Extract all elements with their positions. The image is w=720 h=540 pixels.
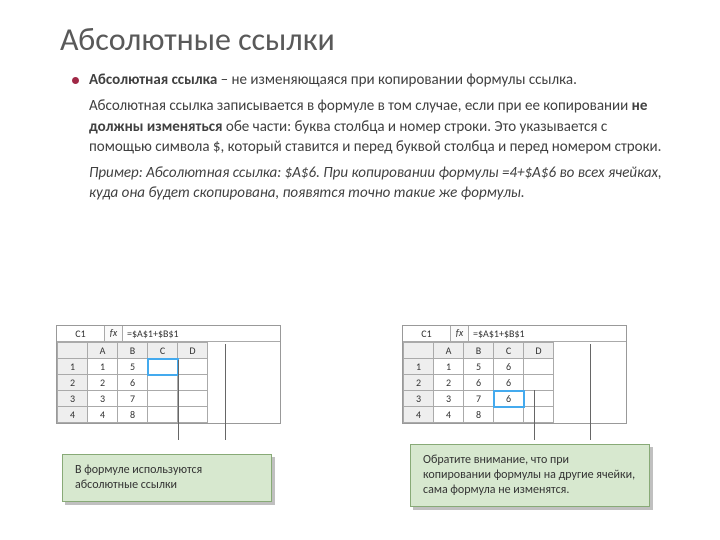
cell: 6 [494, 359, 524, 375]
cell: 8 [464, 407, 494, 423]
body-text: Абсолютная ссылка – не изменяющаяся при … [72, 70, 662, 204]
arrow-left-1 [178, 360, 179, 440]
col-header: C [494, 343, 524, 359]
cell [148, 391, 178, 407]
arrow-right-2 [590, 344, 591, 440]
bullet-icon [72, 77, 79, 84]
formula-bar-right: C1 fx =$A$1+$B$1 [403, 326, 626, 342]
cell [524, 359, 554, 375]
corner-cell [58, 343, 88, 359]
row-header: 2 [404, 375, 434, 391]
p2a: Абсолютная ссылка записывается в формуле… [89, 97, 632, 115]
cell: 6 [118, 375, 148, 391]
term: Абсолютная ссылка [89, 71, 217, 89]
cell [524, 407, 554, 423]
cell [148, 375, 178, 391]
col-header: D [524, 343, 554, 359]
cell: 2 [434, 375, 464, 391]
col-header: C [148, 343, 178, 359]
col-header: A [434, 343, 464, 359]
cell [178, 359, 208, 375]
bullet-item: Абсолютная ссылка – не изменяющаяся при … [72, 70, 662, 90]
fx-icon: fx [105, 326, 123, 341]
cell: 1 [88, 359, 118, 375]
row-header: 4 [58, 407, 88, 423]
col-header: A [88, 343, 118, 359]
row-header: 2 [58, 375, 88, 391]
name-box: C1 [57, 326, 105, 341]
fx-icon: fx [451, 326, 469, 341]
definition-line: Абсолютная ссылка – не изменяющаяся при … [89, 70, 662, 90]
cell: 7 [464, 391, 494, 407]
cell: 2 [88, 375, 118, 391]
spreadsheet-left: C1 fx =$A$1+$B$1 ABCD115226337448 [56, 325, 281, 424]
cell: 7 [118, 391, 148, 407]
row-header: 3 [58, 391, 88, 407]
cell [178, 407, 208, 423]
paragraph-3: Пример: Абсолютная ссылка: $A$6. При коп… [89, 163, 662, 204]
cell [178, 391, 208, 407]
slide-title: Абсолютные ссылки [60, 20, 335, 59]
corner-cell [404, 343, 434, 359]
spreadsheet-right: C1 fx =$A$1+$B$1 ABCD115622663376448 [402, 325, 627, 424]
cell: 6 [494, 375, 524, 391]
cell: 6 [464, 375, 494, 391]
cell: 8 [118, 407, 148, 423]
cell [524, 375, 554, 391]
cell: 4 [88, 407, 118, 423]
formula-text: =$A$1+$B$1 [469, 326, 626, 341]
cell [148, 407, 178, 423]
cell: 5 [464, 359, 494, 375]
note-right: Обратите внимание, что при копировании ф… [410, 444, 650, 507]
row-header: 3 [404, 391, 434, 407]
row-header: 4 [404, 407, 434, 423]
definition-rest: – не изменяющаяся при копировании формул… [217, 71, 577, 89]
formula-text: =$A$1+$B$1 [123, 326, 280, 341]
name-box: C1 [403, 326, 451, 341]
paragraph-2: Абсолютная ссылка записывается в формуле… [89, 96, 662, 157]
note-left: В формуле используются абсолютные ссылки [62, 454, 272, 502]
cell [178, 375, 208, 391]
grid-right: ABCD115622663376448 [403, 342, 554, 423]
cell: 3 [88, 391, 118, 407]
col-header: B [464, 343, 494, 359]
cell: 5 [118, 359, 148, 375]
row-header: 1 [404, 359, 434, 375]
cell [524, 391, 554, 407]
col-header: B [118, 343, 148, 359]
cell: 1 [434, 359, 464, 375]
cell [494, 407, 524, 423]
cell: 6 [494, 391, 524, 407]
cell [148, 359, 178, 375]
arrow-right-1 [534, 390, 535, 440]
grid-left: ABCD115226337448 [57, 342, 208, 423]
cell: 3 [434, 391, 464, 407]
formula-bar-left: C1 fx =$A$1+$B$1 [57, 326, 280, 342]
cell: 4 [434, 407, 464, 423]
col-header: D [178, 343, 208, 359]
row-header: 1 [58, 359, 88, 375]
arrow-left-2 [225, 344, 226, 440]
